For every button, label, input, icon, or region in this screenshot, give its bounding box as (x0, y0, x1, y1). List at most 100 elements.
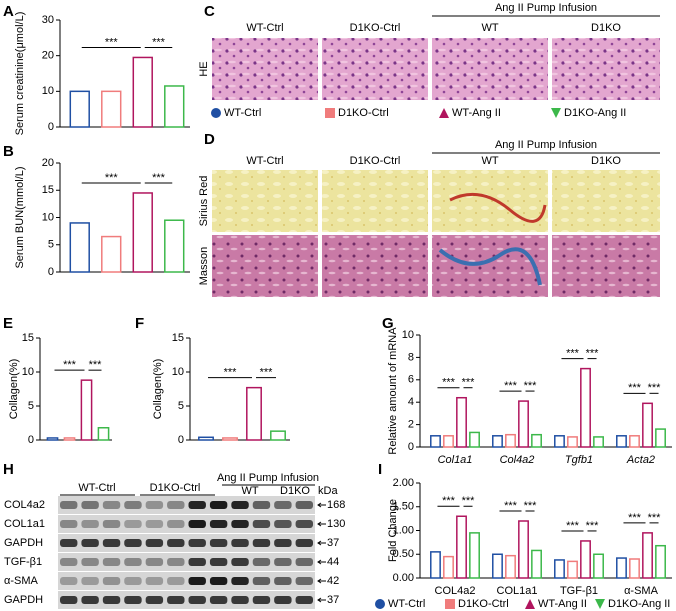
significance-label: *** (524, 500, 538, 512)
significance-label: *** (89, 359, 103, 371)
bar (443, 435, 454, 448)
bar (629, 435, 640, 448)
y-tick-label: 20 (42, 157, 54, 169)
blot-band (252, 539, 271, 547)
y-tick-label: 15 (42, 184, 54, 196)
blot-band (145, 596, 164, 604)
blot-band (167, 596, 185, 604)
blot-band (252, 501, 271, 509)
x-tick-label: Col4a2 (500, 454, 535, 466)
significance-label: *** (566, 520, 580, 532)
arrow (317, 540, 326, 546)
significance-label: *** (504, 500, 518, 512)
y-tick-label: 20 (42, 50, 54, 62)
blot-band (124, 520, 142, 528)
y-tick-label: 15 (172, 332, 184, 344)
arrow (317, 578, 326, 584)
bar (531, 549, 542, 579)
bar (492, 553, 503, 579)
y-tick-label: 2 (408, 419, 414, 431)
blot-band (145, 520, 164, 528)
blot-band (188, 539, 206, 547)
y-tick-label: 0 (178, 434, 184, 446)
bar (642, 402, 653, 448)
significance-label: *** (442, 495, 456, 507)
y-tick-label: 5 (178, 400, 184, 412)
bar (222, 437, 238, 441)
blot-band (274, 501, 292, 509)
y-tick-label: 0 (28, 434, 34, 446)
blot-band (188, 577, 206, 585)
bar (616, 557, 627, 579)
column-header: D1KO-Ctrl (350, 22, 401, 34)
masson-image (322, 235, 428, 297)
bar (629, 558, 640, 579)
y-axis-label: Collagen(%) (152, 359, 164, 420)
legend-label: D1KO-Ang II (608, 598, 670, 610)
y-tick-label: 6 (408, 374, 414, 386)
legend-marker (375, 599, 385, 609)
blot-band (231, 558, 249, 566)
bar (430, 551, 441, 579)
arrow (317, 502, 326, 508)
bar (580, 367, 591, 448)
y-tick-label: 10 (172, 366, 184, 378)
y-tick-label: 1.00 (393, 524, 414, 536)
bar (132, 192, 153, 273)
sirius-image (322, 170, 428, 232)
significance-label: *** (442, 377, 456, 389)
bar (246, 386, 262, 441)
legend-label: D1KO-Ctrl (338, 107, 389, 119)
significance-label: *** (628, 382, 642, 394)
bar (554, 435, 565, 448)
blot-band (252, 558, 271, 566)
row-label: GAPDH (4, 537, 43, 549)
kda-label: 42 (327, 575, 339, 587)
blot-band (252, 596, 271, 604)
sirius-image (552, 170, 660, 232)
bar (270, 430, 286, 441)
blot-strip (58, 496, 315, 514)
blot-band (231, 539, 249, 547)
y-tick-label: 10 (42, 85, 54, 97)
blot-band (81, 596, 99, 604)
bar (518, 400, 529, 448)
significance-label: *** (586, 348, 600, 360)
panel-letter: A (3, 3, 14, 20)
panel-letter: C (204, 3, 215, 20)
blot-band (167, 577, 185, 585)
blot-band (102, 577, 121, 585)
significance-label: *** (152, 172, 166, 184)
blot-band (60, 596, 78, 604)
group-header: Ang II Pump Infusion (217, 472, 319, 484)
bar (580, 540, 591, 579)
blot-band (252, 577, 271, 585)
blot-band (295, 501, 313, 509)
x-tick-label: COL4a2 (435, 585, 476, 597)
blot-strip (58, 553, 315, 571)
blot-band (274, 596, 292, 604)
bar (164, 219, 185, 273)
blot-band (145, 539, 164, 547)
blot-band (209, 520, 228, 528)
column-header: WT (481, 22, 498, 34)
blot-band (274, 539, 292, 547)
column-header: D1KO (280, 485, 310, 497)
y-axis-label: Serum creatinine(μmol/L) (14, 12, 26, 136)
significance-label: *** (566, 348, 580, 360)
x-tick-label: α-SMA (624, 585, 659, 597)
significance-label: *** (648, 512, 662, 524)
x-tick-label: Col1a1 (438, 454, 473, 466)
kda-label: 168 (327, 499, 345, 511)
row-label: Sirius Red (198, 176, 210, 227)
y-tick-label: 10 (42, 211, 54, 223)
column-header: WT (241, 485, 258, 497)
bar (518, 520, 529, 579)
blot-band (124, 558, 142, 566)
blot-strip (58, 591, 315, 609)
blot-band (167, 558, 185, 566)
blot-band (274, 558, 292, 566)
y-tick-label: 10 (22, 366, 34, 378)
blot-band (188, 501, 206, 509)
blot-band (295, 577, 313, 585)
